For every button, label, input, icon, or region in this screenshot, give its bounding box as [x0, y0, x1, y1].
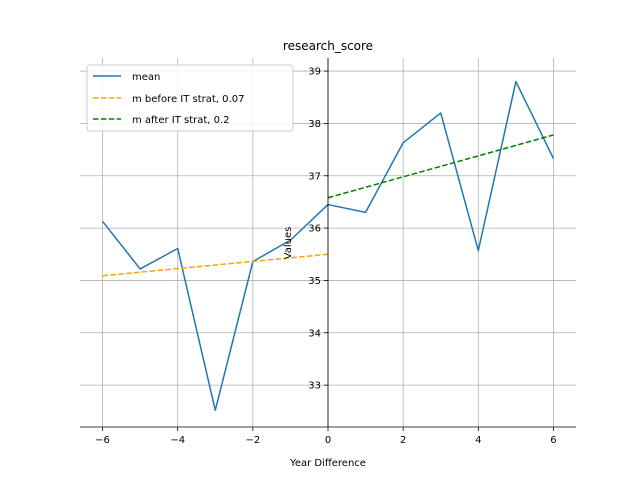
x-tick-label: 4 — [475, 435, 481, 446]
series-line-2 — [327, 134, 554, 199]
x-tick-label: 2 — [400, 435, 406, 446]
y-axis-title: Values — [283, 227, 294, 260]
x-axis-title: Year Difference — [289, 458, 366, 469]
legend-label-before: m before IT strat, 0.07 — [132, 94, 244, 105]
y-tick-label: 36 — [308, 224, 321, 235]
legend-label-mean: mean — [132, 72, 160, 83]
y-tick-label: 34 — [308, 328, 321, 339]
y-tick-label: 33 — [308, 381, 321, 392]
x-tick-label: −6 — [95, 435, 110, 446]
legend: mean m before IT strat, 0.07 m after IT … — [86, 64, 294, 132]
x-tick-label: 6 — [550, 435, 556, 446]
legend-label-after: m after IT strat, 0.2 — [132, 115, 230, 126]
chart-title: research_score — [283, 39, 373, 53]
y-tick-label: 39 — [308, 67, 321, 78]
legend-frame — [86, 64, 294, 132]
x-tick-label: −4 — [170, 435, 185, 446]
series-line-1 — [102, 253, 329, 277]
y-tick-label: 37 — [308, 171, 321, 182]
x-tick-label: −2 — [245, 435, 260, 446]
ticks: −6 −4 −2 0 2 4 6 33 34 35 36 37 38 39 — [95, 67, 556, 446]
y-tick-label: 35 — [308, 276, 321, 287]
y-tick-label: 38 — [308, 119, 321, 130]
x-tick-label: 0 — [325, 435, 331, 446]
